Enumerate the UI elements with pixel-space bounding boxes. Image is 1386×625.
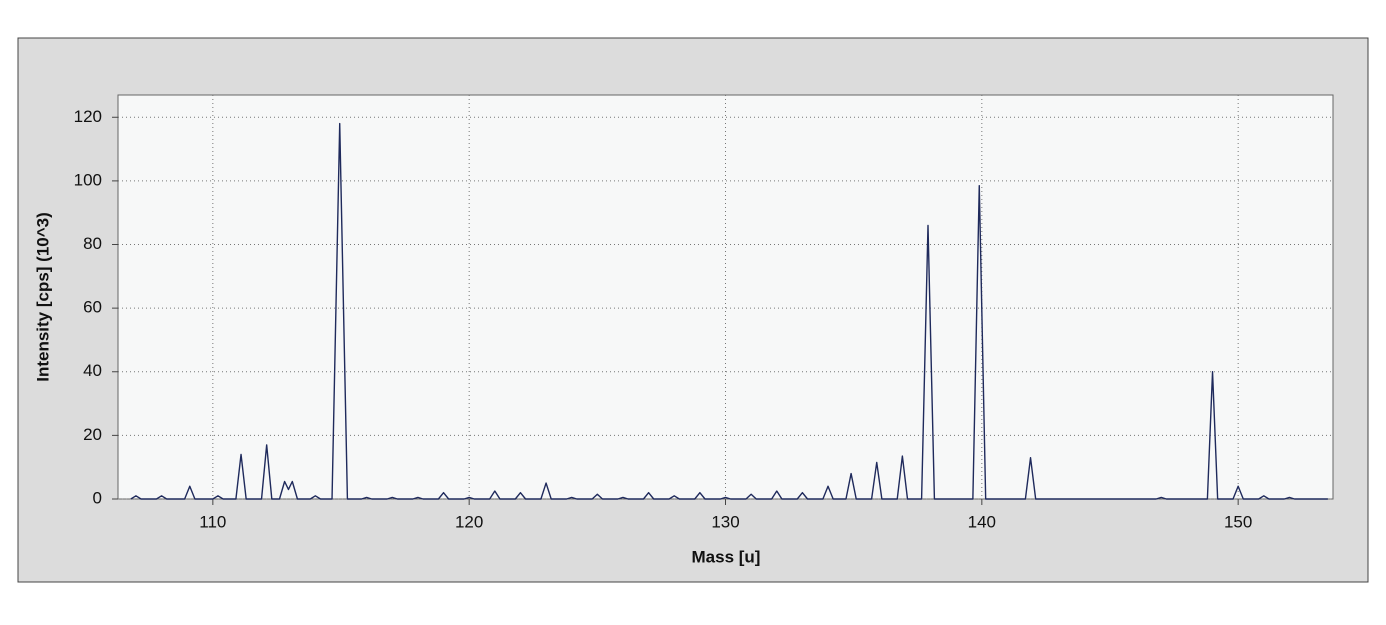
y-tick-label: 20 xyxy=(83,425,102,444)
x-tick-label: 130 xyxy=(711,512,739,531)
x-tick-label: 140 xyxy=(968,512,996,531)
x-tick-label: 150 xyxy=(1224,512,1252,531)
y-tick-label: 40 xyxy=(83,361,102,380)
x-tick-label: 120 xyxy=(455,512,483,531)
y-tick-label: 100 xyxy=(74,170,102,189)
x-tick-label: 110 xyxy=(199,512,226,531)
spectrum-line xyxy=(130,122,1328,500)
y-tick-label: 0 xyxy=(93,488,102,507)
y-tick-label: 60 xyxy=(83,298,102,317)
y-axis-label: Intensity [cps] (10^3) xyxy=(33,212,52,382)
x-axis-label: Mass [u] xyxy=(692,547,761,566)
y-tick-label: 80 xyxy=(83,234,102,253)
y-tick-label: 120 xyxy=(74,107,102,126)
